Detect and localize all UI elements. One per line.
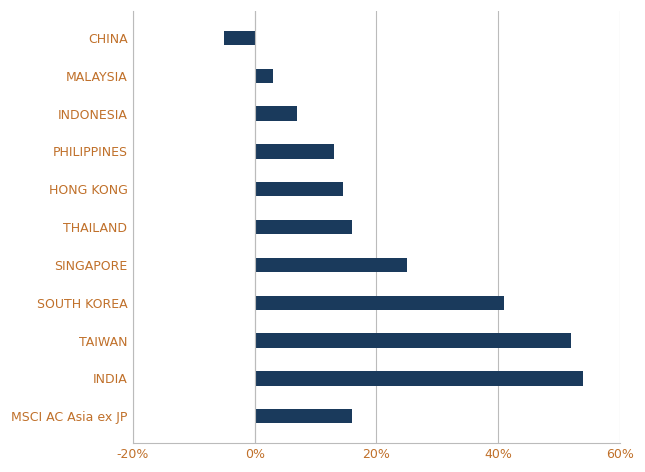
Bar: [255, 182, 343, 196]
Bar: [255, 295, 504, 310]
Bar: [255, 220, 352, 234]
Bar: [255, 371, 584, 386]
Bar: [255, 258, 407, 272]
Bar: [255, 333, 571, 348]
Bar: [224, 31, 255, 45]
Bar: [255, 144, 334, 159]
Bar: [255, 68, 273, 83]
Bar: [255, 106, 297, 121]
Bar: [255, 409, 352, 423]
